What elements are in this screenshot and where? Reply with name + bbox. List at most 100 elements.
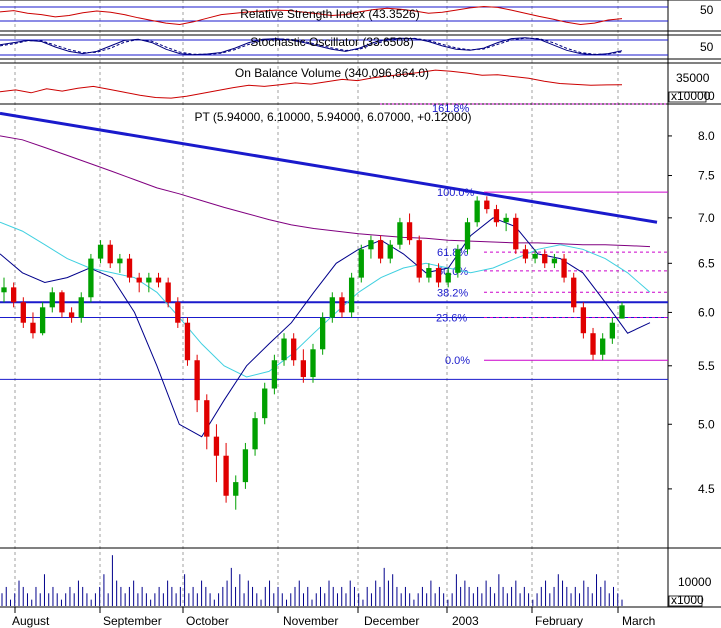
candle-body — [513, 217, 519, 250]
candle-body — [165, 282, 171, 303]
x-axis-label: October — [186, 614, 229, 628]
obv-title: On Balance Volume (340,096,864.0) — [235, 66, 429, 80]
candle-body — [68, 312, 75, 318]
stoch-tick-label: 50 — [700, 40, 714, 54]
rsi-tick-label: 50 — [700, 3, 714, 17]
candle-body — [329, 297, 335, 318]
candle-body — [204, 400, 210, 437]
candle-body — [146, 277, 152, 283]
x-axis-label: September — [103, 614, 162, 628]
x-axis-label: February — [535, 614, 583, 628]
candle-body — [377, 240, 384, 259]
candle-body — [493, 209, 500, 223]
candle-body — [213, 436, 220, 456]
volume-unit-box — [668, 595, 703, 607]
candle-body — [155, 277, 162, 283]
obv-tick-label: 0 — [708, 89, 715, 103]
volume-unit-label: x1000 — [671, 593, 704, 607]
candle-body — [39, 307, 46, 334]
candle-body — [339, 297, 345, 313]
candle-body — [464, 222, 471, 250]
candle-body — [474, 200, 480, 223]
candle-body — [580, 307, 587, 334]
candle-body — [1, 287, 7, 293]
candle-body — [455, 249, 461, 273]
candle-body — [117, 258, 123, 264]
candle-body — [310, 349, 316, 378]
fib-label: 50.0% — [437, 266, 468, 278]
candle-body — [252, 418, 258, 450]
candle-body — [88, 258, 94, 298]
candle-body — [223, 455, 229, 496]
candle-body — [426, 268, 432, 278]
candle-body — [300, 360, 306, 378]
candle-body — [358, 249, 364, 278]
obv-unit-label: x10000 — [671, 89, 711, 103]
stoch-d-line — [0, 37, 623, 55]
candle-body — [320, 317, 326, 350]
candle-body — [271, 360, 278, 389]
rsi-title: Relative Strength Index (43.3526) — [240, 7, 419, 21]
candle-body — [107, 244, 113, 264]
price-tick-label: 5.5 — [698, 359, 715, 373]
x-axis-label: 2003 — [452, 614, 479, 628]
candle-body — [281, 338, 287, 361]
candle-body — [532, 253, 538, 259]
candle-body — [97, 244, 104, 259]
candle-body — [416, 240, 422, 278]
candle-body — [59, 292, 65, 313]
moving-average-line — [0, 217, 651, 438]
candle-body — [20, 302, 26, 323]
x-axis-label: November — [283, 614, 338, 628]
candle-body — [368, 240, 374, 250]
price-tick-label: 4.5 — [698, 482, 715, 496]
price-title: PT (5.94000, 6.10000, 5.94000, 6.07000, … — [194, 110, 471, 124]
fib-label: 38.2% — [437, 287, 468, 299]
candle-body — [175, 302, 181, 323]
candle-body — [387, 244, 393, 259]
downtrend-line — [0, 111, 658, 224]
price-tick-label: 7.0 — [698, 211, 715, 225]
price-tick-label: 5.0 — [698, 417, 715, 431]
candle-body — [194, 360, 200, 401]
candle-body — [233, 482, 239, 496]
candle-body — [242, 449, 249, 483]
price-tick-label: 7.5 — [698, 169, 715, 183]
candle-body — [522, 249, 529, 259]
candle-body — [11, 287, 17, 303]
stoch-title: Stochastic Oscillator (33.6508) — [250, 35, 413, 49]
candle-body — [600, 338, 606, 355]
fib-label: 161.8% — [432, 103, 470, 115]
candle-body — [49, 292, 55, 308]
candle-body — [435, 268, 442, 283]
candle-body — [291, 338, 297, 361]
x-axis-label: December — [364, 614, 419, 628]
rsi-line — [0, 5, 623, 26]
candle-body — [619, 305, 625, 319]
candle-body — [561, 258, 567, 278]
fib-label: 100.0% — [437, 187, 475, 199]
stoch-k-line — [0, 37, 623, 56]
fib-label: 0.0% — [445, 355, 470, 367]
candle-body — [571, 277, 577, 308]
moving-average-line — [0, 135, 651, 248]
candle-body — [136, 277, 142, 283]
candle-body — [503, 217, 509, 223]
candle-body — [551, 258, 558, 264]
price-tick-label: 6.0 — [698, 305, 715, 319]
candle-body — [397, 222, 403, 245]
fib-label: 61.8% — [437, 247, 468, 259]
candle-body — [484, 200, 490, 210]
candle-body — [126, 258, 133, 278]
candle-body — [590, 333, 596, 355]
candle-body — [262, 388, 268, 419]
candle-body — [445, 272, 451, 283]
candle-body — [184, 322, 191, 361]
candle-body — [30, 322, 36, 334]
obv-line — [0, 69, 623, 99]
fib-label: 23.6% — [436, 313, 467, 325]
volume-tick-label: 10000 — [678, 575, 712, 589]
obv-tick-label: 35000 — [676, 71, 710, 85]
price-tick-label: 6.5 — [698, 256, 715, 270]
